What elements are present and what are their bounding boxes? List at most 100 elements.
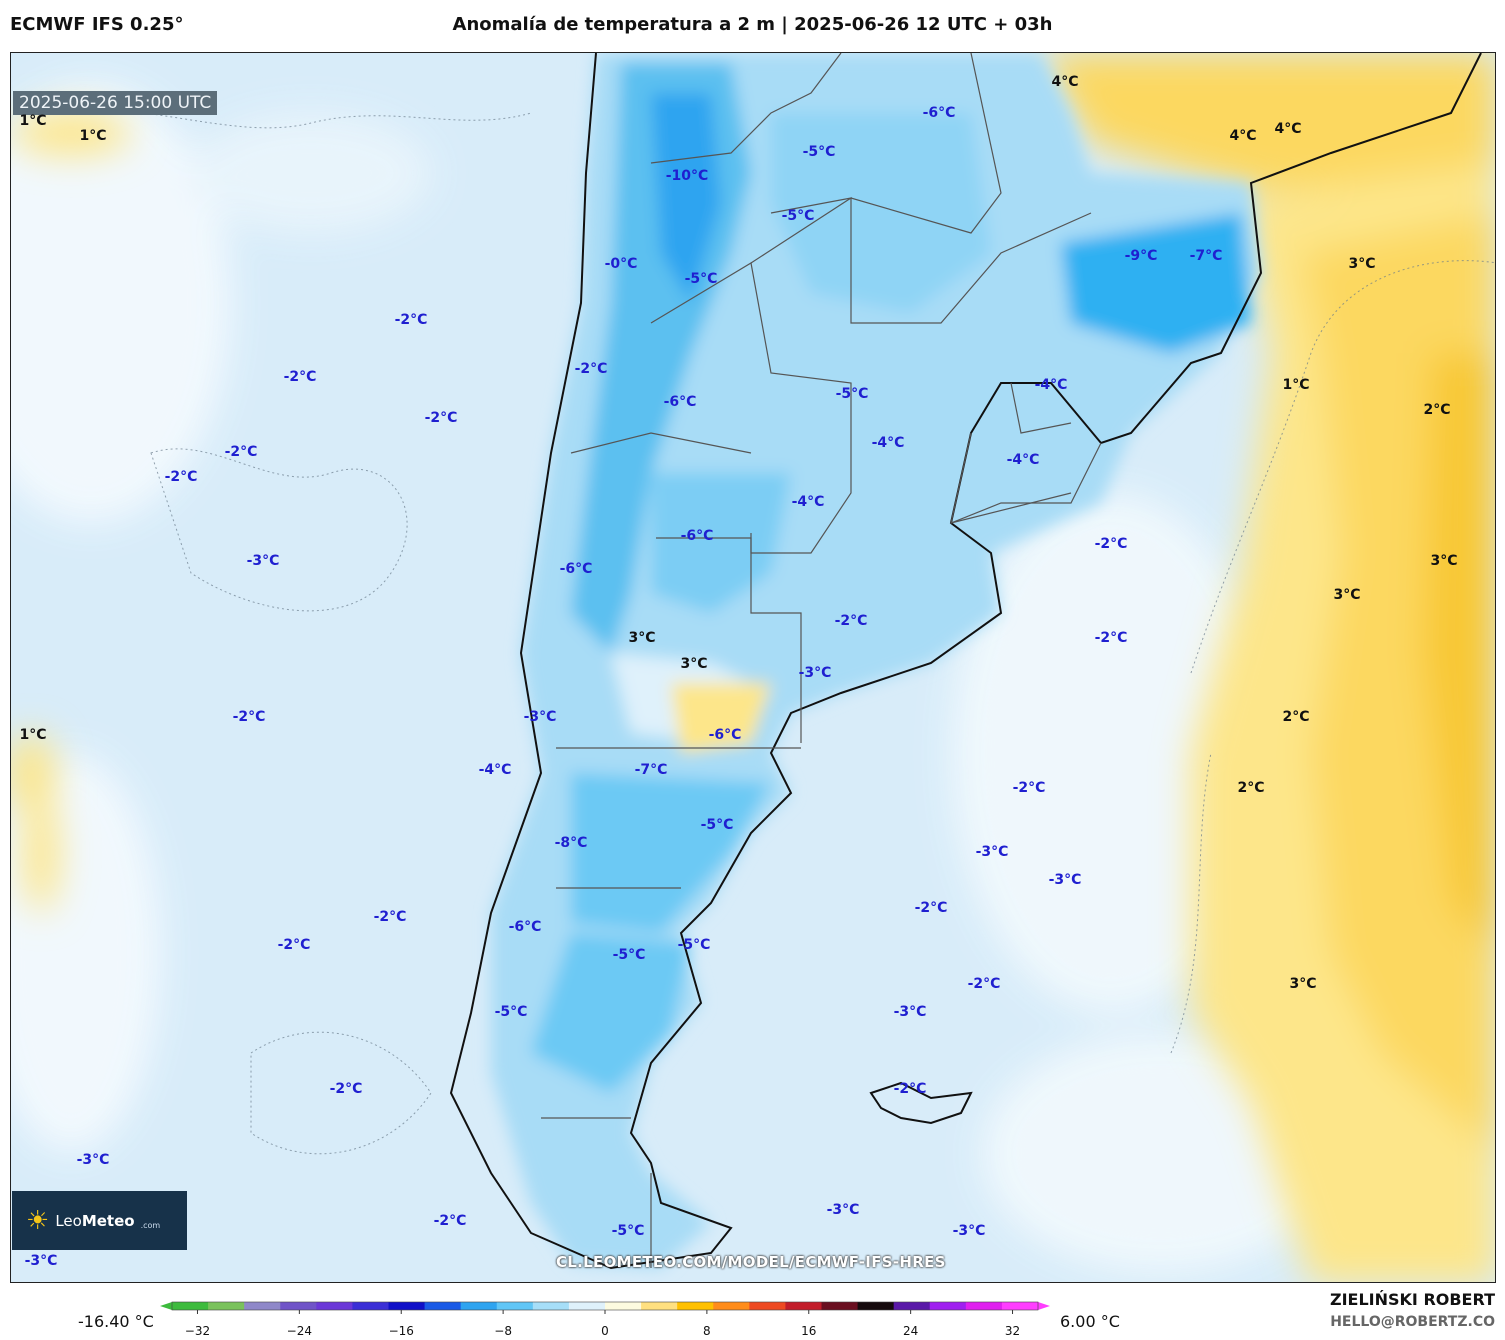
colorbar-segment: [568, 1302, 606, 1310]
temperature-label: 2°C: [1423, 402, 1451, 418]
colorbar-segment: [641, 1302, 678, 1310]
temperature-label: 3°C: [628, 630, 656, 646]
model-name: ECMWF IFS 0.25°: [10, 14, 184, 35]
temperature-label: -4°C: [871, 435, 905, 451]
temperature-label: 1°C: [19, 113, 47, 129]
colorbar-segment: [785, 1302, 822, 1310]
colorbar-segment: [316, 1302, 353, 1310]
temperature-label: -2°C: [329, 1081, 363, 1097]
colorbar-segment: [821, 1302, 859, 1310]
temperature-label: 1°C: [79, 128, 107, 144]
colorbar: -16.40 °C −32 −24 −16 −8 0 8 16 24 32 6.00 °C: [0, 1292, 1505, 1340]
colorbar-tick-label: 32: [1004, 1324, 1021, 1338]
temperature-label: -6°C: [559, 561, 593, 577]
colorbar-tick-label: 16: [801, 1324, 817, 1338]
colorbar-segment: [172, 1302, 209, 1310]
temperature-label: 4°C: [1274, 121, 1302, 137]
author-email: HELLO@ROBERTZ.CO: [1330, 1314, 1495, 1330]
temperature-label: -3°C: [893, 1004, 927, 1020]
temperature-label: 3°C: [1348, 256, 1376, 272]
colorbar-tick-label: 24: [903, 1324, 919, 1338]
colorbar-segment: [532, 1302, 570, 1310]
temperature-label: -2°C: [1094, 536, 1128, 552]
temperature-label: -5°C: [677, 937, 711, 953]
author-name: ZIELIŃSKI ROBERT: [1329, 1290, 1495, 1309]
temperature-label: -4°C: [1006, 452, 1040, 468]
temperature-label: -6°C: [508, 919, 542, 935]
temperature-label: -3°C: [826, 1202, 860, 1218]
temperature-label: 1°C: [19, 727, 47, 743]
temperature-label: -2°C: [394, 312, 428, 328]
temperature-label: -3°C: [76, 1152, 110, 1168]
colorbar-segment: [244, 1302, 281, 1310]
temperature-label: -2°C: [834, 613, 868, 629]
temperature-label: -2°C: [1012, 780, 1046, 796]
colorbar-segment: [1001, 1302, 1039, 1310]
temperature-label: -7°C: [1189, 248, 1223, 264]
temperature-label: -2°C: [433, 1213, 467, 1229]
colorbar-segment: [929, 1302, 967, 1310]
temperature-label: 1°C: [1282, 377, 1310, 393]
temperature-label: -6°C: [922, 105, 956, 121]
temperature-label: -5°C: [612, 947, 646, 963]
temperature-label: -5°C: [802, 144, 836, 160]
temperature-label: -2°C: [164, 469, 198, 485]
temperature-label: -4°C: [1034, 377, 1068, 393]
colorbar-segment: [208, 1302, 245, 1310]
temperature-label: -5°C: [611, 1223, 645, 1239]
colorbar-segment: [460, 1302, 498, 1310]
temperature-label: -2°C: [277, 937, 311, 953]
temperature-label: -2°C: [574, 361, 608, 377]
temperature-label: 4°C: [1229, 128, 1257, 144]
temperature-label: -3°C: [975, 844, 1009, 860]
colorbar-segment: [893, 1302, 931, 1310]
temperature-label: 3°C: [1430, 553, 1458, 569]
map-title: Anomalía de temperatura a 2 m | 2025-06-…: [452, 14, 1053, 35]
valid-time-badge: 2025-06-26 15:00 UTC: [13, 91, 218, 115]
temperature-label: 3°C: [680, 656, 708, 672]
temperature-label: -3°C: [523, 709, 557, 725]
temperature-label: -6°C: [663, 394, 697, 410]
temperature-label: -2°C: [967, 976, 1001, 992]
temperature-label: 2°C: [1282, 709, 1310, 725]
temperature-label: -3°C: [952, 1223, 986, 1239]
watermark-url: CL.LEOMETEO.COM/MODEL/ECMWF-IFS-HRES: [556, 1253, 946, 1271]
temperature-label: -0°C: [604, 256, 638, 272]
colorbar-tick-label: 0: [601, 1324, 609, 1338]
temperature-label: -2°C: [1094, 630, 1128, 646]
temperature-label: -3°C: [24, 1253, 58, 1269]
colorbar-segment: [388, 1302, 426, 1310]
colorbar-tick-label: −16: [388, 1324, 414, 1338]
temperature-label: -2°C: [232, 709, 266, 725]
logo-suffix: .com: [140, 1221, 161, 1230]
colorbar-left-arrow: [160, 1302, 172, 1310]
temperature-label: 3°C: [1289, 976, 1317, 992]
temperature-label: -3°C: [1048, 872, 1082, 888]
temperature-label: -2°C: [224, 444, 258, 460]
colorbar-right-arrow: [1038, 1302, 1050, 1310]
temperature-label: -7°C: [634, 762, 668, 778]
logo-text: LeoMeteo: [55, 1211, 135, 1230]
temperature-label: -4°C: [478, 762, 512, 778]
colorbar-min-label: -16.40 °C: [78, 1312, 154, 1331]
temperature-label: -5°C: [835, 386, 869, 402]
temperature-label: 2°C: [1237, 780, 1265, 796]
colorbar-segment: [677, 1302, 714, 1310]
temperature-label: -5°C: [700, 817, 734, 833]
colorbar-tick-label: −32: [184, 1324, 211, 1338]
colorbar-segment: [749, 1302, 786, 1310]
temperature-label: -2°C: [283, 369, 317, 385]
sun-icon: ☀: [26, 1205, 50, 1236]
temperature-label: 3°C: [1333, 587, 1361, 603]
temperature-label: -9°C: [1124, 248, 1158, 264]
temperature-label: -4°C: [791, 494, 825, 510]
temperature-label: -3°C: [246, 553, 280, 569]
leometeo-logo: ☀ LeoMeteo .com: [12, 1191, 187, 1250]
colorbar-segment: [857, 1302, 895, 1310]
colorbar-segment: [280, 1302, 317, 1310]
colorbar-segment: [605, 1302, 642, 1310]
temperature-label: -6°C: [680, 528, 714, 544]
temperature-label: -2°C: [373, 909, 407, 925]
colorbar-segment: [496, 1302, 534, 1310]
colorbar-segment: [424, 1302, 462, 1310]
